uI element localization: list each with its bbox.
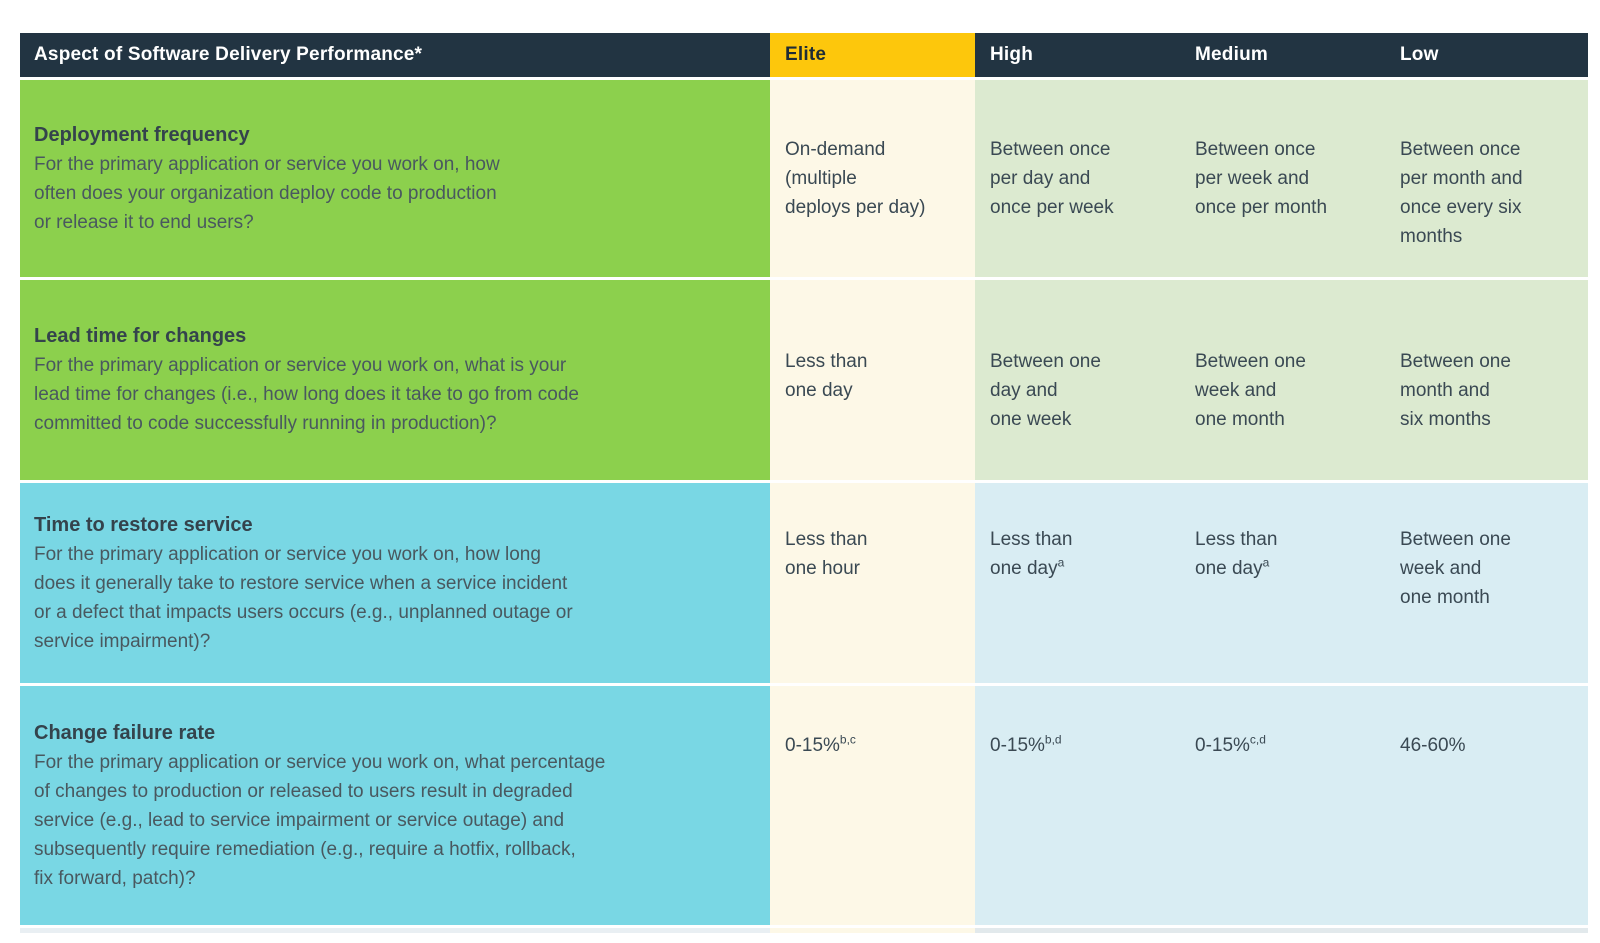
aspect-description: For the primary application or service y…	[34, 153, 500, 233]
value-text: 0-15%b,d	[990, 732, 1062, 756]
value-cell-high: 0-15%b,d	[975, 686, 1180, 925]
value-cell-elite: On-demand (multiple deploys per day)	[770, 80, 975, 277]
aspect-cell: Time to restore service For the primary …	[20, 483, 770, 683]
value-cell-low: Between one week and one month	[1385, 483, 1588, 683]
value-text: On-demand (multiple deploys per day)	[785, 139, 926, 218]
table-header-row: Aspect of Software Delivery Performance*…	[20, 33, 1588, 77]
level-header-high-label: High	[990, 44, 1034, 65]
value-text: Less than one day	[785, 351, 868, 401]
value-text: 0-15%c,d	[1195, 732, 1266, 756]
level-header-medium: Medium	[1180, 33, 1385, 77]
level-header-elite-label: Elite	[785, 44, 827, 65]
aspect-cell: Change failure rate For the primary appl…	[20, 686, 770, 925]
table-row: Deployment frequency For the primary app…	[20, 80, 1588, 277]
aspect-title: Deployment frequency	[34, 123, 250, 146]
value-cell-medium: Between one week and one month	[1180, 280, 1385, 480]
aspect-cell: Lead time for changes For the primary ap…	[20, 280, 770, 480]
aspect-header-label: Aspect of Software Delivery Performance*	[34, 44, 423, 65]
value-cell-elite: Less than one day	[770, 280, 975, 480]
aspect-title: Lead time for changes	[34, 325, 247, 347]
level-header-elite: Elite	[770, 33, 975, 77]
table-row: Change failure rate For the primary appl…	[20, 686, 1588, 925]
value-cell-elite: 0-15%b,c	[770, 686, 975, 925]
value-cell-medium: Less than one daya	[1180, 483, 1385, 683]
aspect-description: For the primary application or service y…	[34, 751, 606, 889]
table-body: Deployment frequency For the primary app…	[20, 80, 1588, 925]
value-text: Less than one daya	[1195, 529, 1278, 579]
value-cell-high: Less than one daya	[975, 483, 1180, 683]
level-header-medium-label: Medium	[1195, 44, 1268, 65]
value-text: Between one month and six months	[1400, 351, 1511, 430]
value-text: Between once per month and once every si…	[1400, 139, 1523, 247]
aspect-title: Time to restore service	[34, 513, 253, 536]
table-row: Time to restore service For the primary …	[20, 483, 1588, 683]
aspect-cell: Deployment frequency For the primary app…	[20, 80, 770, 277]
value-cell-high: Between one day and one week	[975, 280, 1180, 480]
value-cell-medium: 0-15%c,d	[1180, 686, 1385, 925]
value-text: Between once per day and once per week	[990, 139, 1114, 218]
value-text: 0-15%b,c	[785, 732, 856, 756]
cutoff-elite-area	[770, 928, 975, 933]
cutoff-values-area	[975, 928, 1588, 933]
table-row: Lead time for changes For the primary ap…	[20, 280, 1588, 480]
aspect-description: For the primary application or service y…	[34, 543, 573, 652]
value-text: Less than one hour	[785, 529, 868, 579]
value-cell-low: 46-60%	[1385, 686, 1588, 925]
value-text: Between one day and one week	[990, 351, 1101, 430]
cutoff-aspect-area	[20, 928, 770, 933]
value-cell-low: Between once per month and once every si…	[1385, 80, 1588, 277]
value-text: Between once per week and once per month	[1195, 139, 1328, 218]
value-cell-high: Between once per day and once per week	[975, 80, 1180, 277]
dora-performance-table: Aspect of Software Delivery Performance*…	[20, 33, 1588, 933]
value-cell-medium: Between once per week and once per month	[1180, 80, 1385, 277]
aspect-header-cell: Aspect of Software Delivery Performance*	[20, 33, 770, 77]
aspect-title: Change failure rate	[34, 721, 216, 744]
value-cell-elite: Less than one hour	[770, 483, 975, 683]
cutoff-next-row	[20, 928, 1588, 933]
value-text: Between one week and one month	[1195, 351, 1306, 430]
value-text: Between one week and one month	[1400, 529, 1511, 608]
value-text: Less than one daya	[990, 529, 1073, 579]
value-text: 46-60%	[1400, 735, 1466, 756]
level-header-high: High	[975, 33, 1180, 77]
aspect-description: For the primary application or service y…	[34, 355, 579, 434]
level-header-low-label: Low	[1400, 44, 1439, 65]
level-header-low: Low	[1385, 33, 1588, 77]
value-cell-low: Between one month and six months	[1385, 280, 1588, 480]
